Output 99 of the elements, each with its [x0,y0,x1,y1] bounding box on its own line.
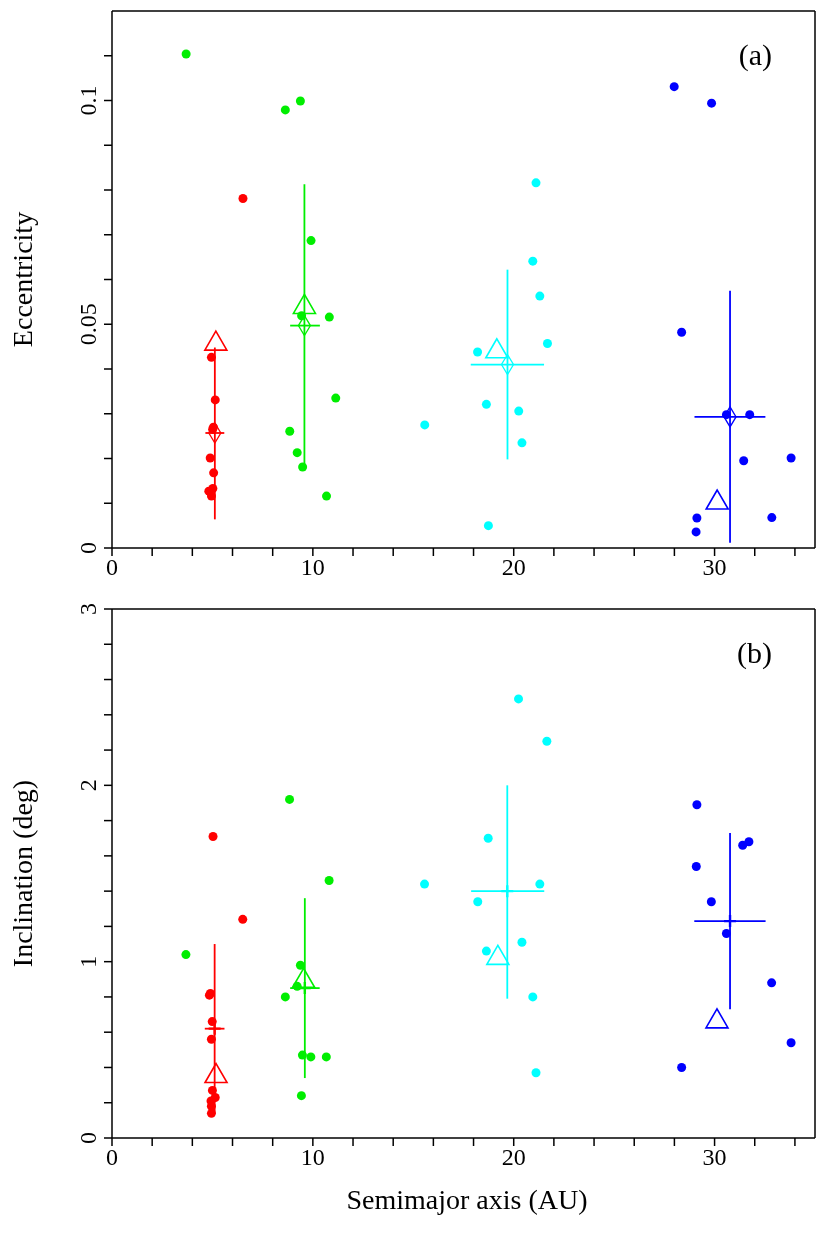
point [206,352,216,362]
x-axis-title: Semimajor axis (AU) [345,1184,589,1216]
x-tick-label: 30 [702,1144,727,1171]
point [485,337,509,359]
point [181,950,191,960]
point [481,946,491,956]
point [280,992,290,1002]
point [481,399,491,409]
point [181,49,191,59]
point [531,1068,541,1078]
point [705,489,729,510]
point [296,1091,306,1101]
y-tick-label: 3 [75,603,101,615]
point [691,527,701,537]
point [420,420,430,430]
point [692,513,702,523]
x-tick-label: 20 [501,554,526,581]
point [721,928,731,938]
point [767,513,777,523]
point [744,837,754,847]
point [786,1038,796,1048]
point [745,410,755,420]
point [280,105,290,115]
point [528,992,538,1002]
point [473,347,483,357]
point [291,967,316,989]
point [204,1062,228,1084]
point [298,462,308,472]
x-tick-label: 30 [702,554,727,581]
point [204,330,228,351]
point [206,1034,216,1044]
point [210,395,220,405]
point [739,456,749,466]
point [238,194,248,203]
y-tick-label: 0.1 [75,85,101,116]
point [285,426,295,436]
point [535,879,545,889]
point [292,293,317,315]
x-tick-label: 10 [300,554,325,581]
point [542,338,552,348]
point [209,468,219,478]
y-tick-label: 1 [75,955,101,968]
point [238,914,248,924]
point [669,82,679,92]
point [486,944,510,966]
point [473,897,483,907]
point [705,1008,729,1029]
point [206,491,216,501]
point [517,937,527,947]
point [295,96,305,106]
point [677,1062,687,1072]
point [722,913,738,929]
point [322,491,332,501]
point [514,406,524,416]
point [500,883,515,899]
point [285,794,295,804]
point [306,236,316,246]
point [738,840,748,850]
point [677,327,687,337]
x-tick-label: 20 [501,1144,526,1171]
point [295,960,305,970]
point [483,521,493,531]
point [706,897,716,907]
y-axis-title: Eccentricity [6,211,38,348]
point [483,833,493,843]
point [306,1052,316,1062]
point [331,393,341,403]
point [786,453,796,463]
point [535,291,545,301]
point [208,483,218,493]
point [420,879,430,889]
point [292,448,302,458]
point [517,438,527,448]
point [208,831,218,841]
point [207,1085,217,1095]
point [691,861,701,871]
y-tick-label: 0.05 [75,303,101,346]
point [321,1052,331,1062]
point [707,98,717,108]
point [528,256,538,266]
y-tick-label: 0 [75,1132,101,1144]
point [324,876,334,886]
x-tick-label: 0 [106,1144,118,1171]
point [542,736,552,746]
x-tick-label: 10 [300,1144,325,1171]
point [767,978,777,988]
point [297,1050,307,1060]
point [514,694,524,704]
point [210,1092,220,1102]
point [531,178,541,188]
y-axis-title: Inclination (deg) [6,779,38,968]
y-tick-label: 0 [75,542,101,554]
annotation: (a) [738,38,772,72]
point [205,453,215,463]
x-tick-label: 0 [106,554,118,581]
y-tick-label: 2 [75,779,101,792]
point [324,312,334,322]
annotation: (b) [737,636,772,670]
point [692,800,702,810]
